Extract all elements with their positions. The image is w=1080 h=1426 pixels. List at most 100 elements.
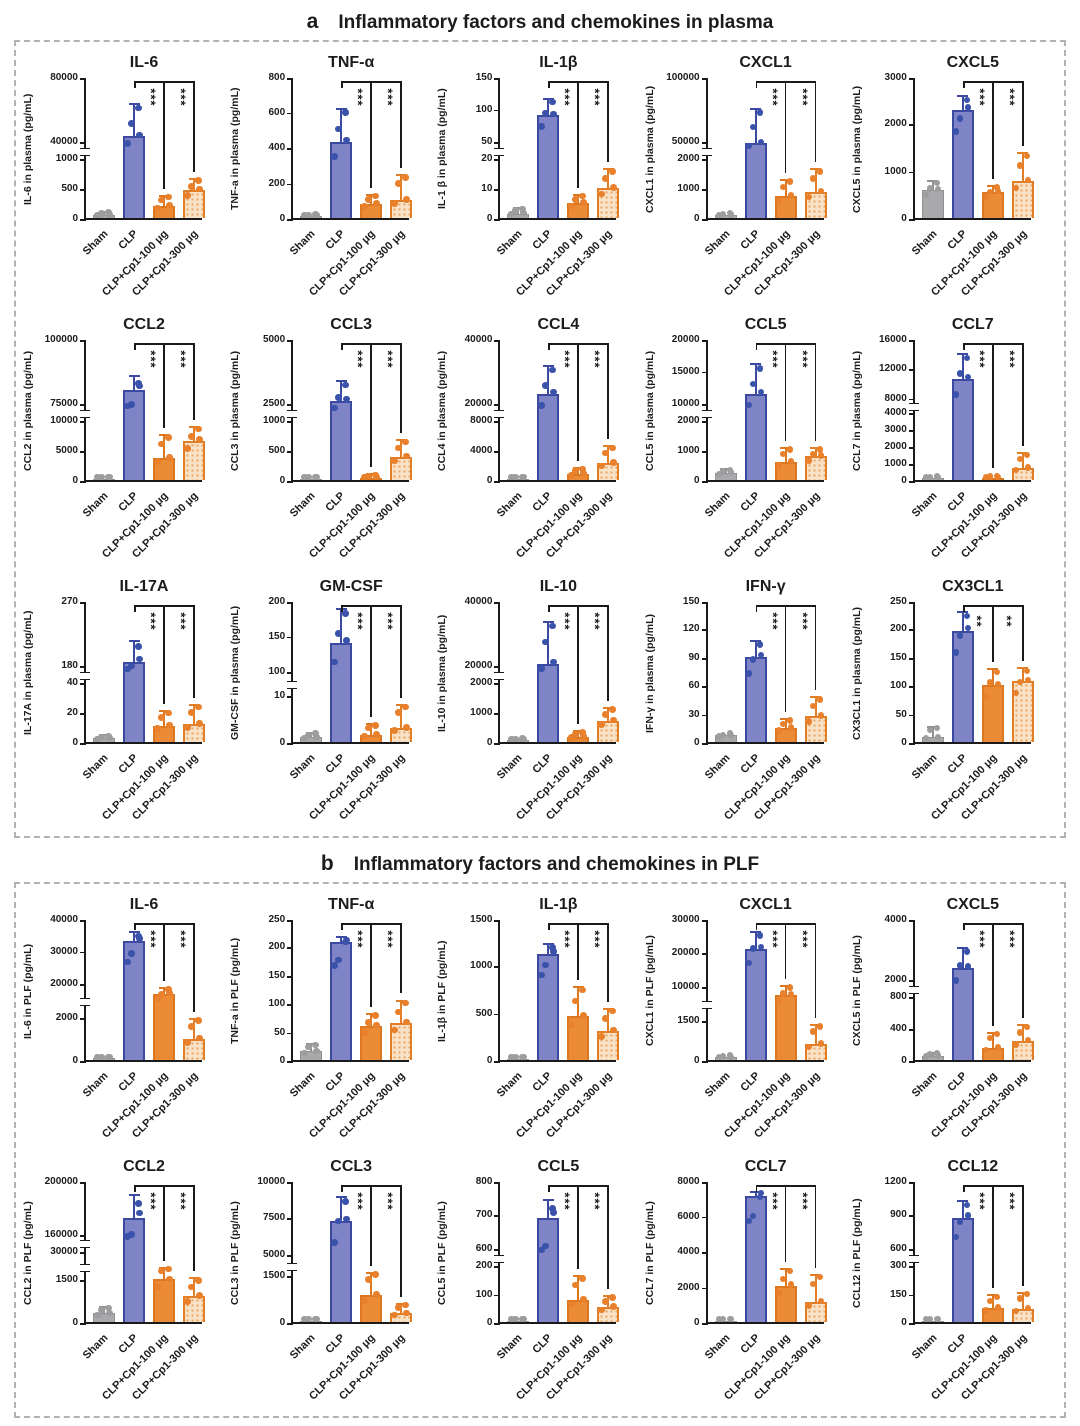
data-point bbox=[105, 1053, 112, 1060]
chart-title: CCL5 bbox=[537, 1158, 580, 1175]
y-tick-mark bbox=[287, 421, 294, 424]
sig-stars: *** bbox=[557, 612, 573, 631]
data-point bbox=[986, 473, 994, 480]
error-bar-cap bbox=[128, 103, 140, 106]
y-axis-label: CX3CL1 in plasma (pg/mL) bbox=[850, 606, 863, 740]
data-point bbox=[395, 709, 402, 716]
chart-IL-6-a: IL-6 IL-6 in plasma (pg/mL) 0 500 1000 40000 8… bbox=[22, 50, 229, 312]
y-tick-mark bbox=[80, 951, 86, 954]
sig-stars: *** bbox=[173, 612, 189, 631]
error-bar bbox=[370, 1274, 373, 1296]
data-point bbox=[786, 178, 794, 185]
y-tick-mark bbox=[701, 953, 708, 955]
data-point bbox=[749, 380, 757, 388]
error-bar-cap bbox=[602, 1295, 614, 1298]
y-tick-mark bbox=[80, 159, 86, 162]
sig-stars: *** bbox=[1002, 930, 1018, 949]
y-tick-label: 600 bbox=[268, 106, 286, 118]
y-tick-mark bbox=[701, 1061, 708, 1063]
data-point bbox=[135, 932, 142, 940]
error-bar bbox=[400, 176, 403, 201]
data-point bbox=[188, 709, 195, 716]
data-point bbox=[391, 727, 398, 734]
y-tick-mark bbox=[494, 421, 501, 424]
data-point bbox=[715, 1053, 723, 1060]
error-bar-cap bbox=[957, 1199, 969, 1202]
data-point bbox=[105, 473, 112, 480]
data-point bbox=[166, 454, 173, 461]
data-point bbox=[926, 473, 934, 480]
error-bar-cap bbox=[957, 94, 969, 97]
data-point bbox=[166, 202, 173, 209]
data-point bbox=[1024, 1304, 1032, 1312]
y-tick-mark bbox=[701, 1287, 708, 1290]
data-point bbox=[787, 724, 795, 731]
data-point bbox=[715, 733, 723, 740]
sig-bracket-end bbox=[134, 605, 136, 612]
bar-cp1-100 bbox=[153, 993, 175, 1060]
data-point bbox=[817, 1297, 825, 1305]
sig-bracket-end bbox=[341, 923, 343, 930]
data-point bbox=[816, 446, 824, 453]
error-bar bbox=[133, 642, 135, 662]
data-point bbox=[805, 1302, 813, 1309]
data-point bbox=[312, 211, 319, 218]
sig-drop-line bbox=[193, 343, 195, 420]
sig-bracket-end bbox=[341, 1185, 343, 1192]
data-point bbox=[934, 733, 942, 741]
y-tick-mark bbox=[287, 1182, 294, 1185]
data-point bbox=[391, 457, 398, 465]
data-point bbox=[165, 709, 172, 717]
y-tick-label: 100000 bbox=[666, 72, 700, 84]
sig-stars: *** bbox=[143, 930, 159, 949]
error-bar-cap bbox=[395, 704, 407, 707]
data-point bbox=[549, 1205, 556, 1212]
y-tick-mark bbox=[908, 412, 915, 415]
chart-title: CCL3 bbox=[330, 316, 373, 333]
data-point bbox=[538, 971, 545, 979]
data-point bbox=[1012, 466, 1020, 474]
data-point bbox=[313, 1047, 320, 1055]
error-bar-cap bbox=[780, 1267, 792, 1270]
error-bar-cap bbox=[542, 365, 554, 368]
data-point bbox=[184, 724, 191, 731]
y-tick-mark bbox=[80, 1182, 86, 1185]
bar-sham bbox=[507, 1320, 530, 1322]
y-tick-label: 150 bbox=[475, 72, 493, 84]
data-point bbox=[726, 1052, 734, 1059]
plot-area: 0 1000 2000 50000 100000 *** *** bbox=[666, 72, 827, 224]
sig-bracket-end bbox=[341, 343, 343, 350]
y-tick-mark bbox=[908, 398, 915, 401]
y-tick-mark bbox=[80, 920, 86, 923]
error-bar bbox=[400, 706, 403, 728]
error-bar-cap bbox=[1017, 1291, 1029, 1294]
y-tick-label: 0 bbox=[72, 475, 78, 486]
data-point bbox=[749, 1212, 757, 1220]
chart-title: IL-17A bbox=[119, 578, 169, 595]
bar-clp bbox=[123, 661, 145, 742]
y-axis-label: CXCL5 in PLF (pg/mL) bbox=[850, 935, 863, 1047]
plot-area: 0 500 1000 40000 80000 *** *** bbox=[50, 72, 205, 224]
y-axis-label: CCL2 in PLF (pg/mL) bbox=[22, 1201, 34, 1305]
y-tick-label: 150 bbox=[268, 630, 286, 642]
sig-stars: *** bbox=[765, 930, 781, 949]
data-point bbox=[538, 402, 545, 409]
bar-sham bbox=[921, 737, 944, 742]
chart-area: TNF-a in PLF (pg/mL) 0 50 100 150 200 250 *** **… bbox=[229, 914, 436, 1150]
error-bar bbox=[931, 182, 934, 190]
data-point bbox=[572, 997, 579, 1005]
sig-drop-line bbox=[370, 81, 372, 188]
y-tick-label: 30 bbox=[688, 708, 700, 720]
error-bar bbox=[340, 938, 343, 943]
data-point bbox=[154, 1284, 161, 1291]
data-point bbox=[331, 962, 338, 969]
y-tick-label: 0 bbox=[486, 1055, 493, 1066]
data-point bbox=[365, 724, 372, 732]
data-point bbox=[609, 1007, 616, 1015]
data-point bbox=[98, 733, 105, 741]
y-tick-label: 20000 bbox=[464, 398, 493, 410]
data-point bbox=[94, 1311, 101, 1319]
y-tick-mark bbox=[80, 984, 86, 987]
chart-CCL2-b: CCL2 CCL2 in PLF (pg/mL) 0 1500 30000 160000 2… bbox=[22, 1154, 229, 1416]
data-point bbox=[952, 1233, 960, 1241]
